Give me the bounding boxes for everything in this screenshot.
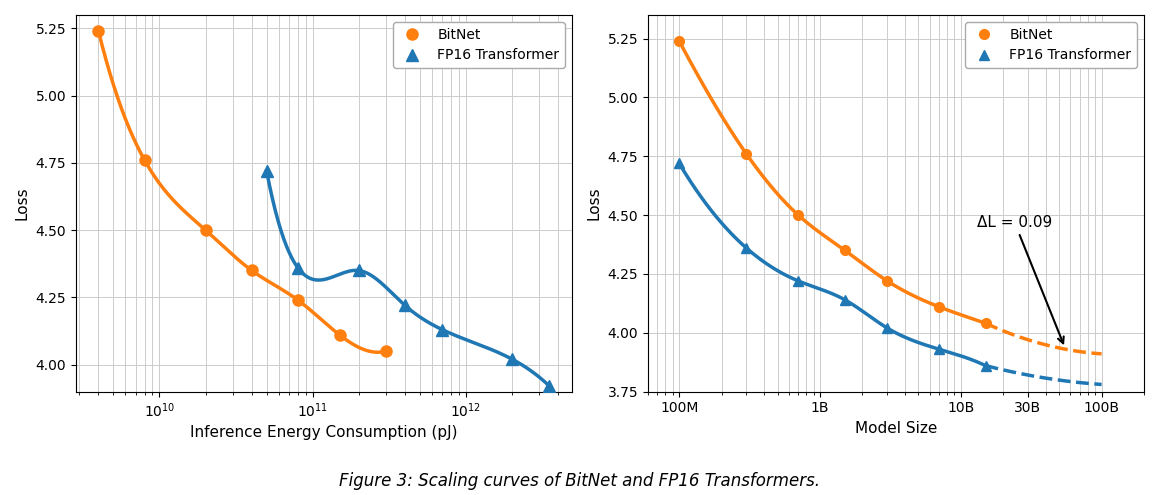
FP16 Transformer xyxy=(542,383,556,389)
FP16 Transformer xyxy=(436,327,450,333)
Line: BitNet: BitNet xyxy=(675,36,991,328)
BitNet xyxy=(138,157,152,163)
BitNet xyxy=(92,28,105,34)
BitNet xyxy=(379,348,393,354)
Line: BitNet: BitNet xyxy=(93,26,392,357)
FP16 Transformer xyxy=(838,297,852,303)
Text: ΔL = 0.09: ΔL = 0.09 xyxy=(977,215,1064,343)
FP16 Transformer xyxy=(932,346,946,352)
FP16 Transformer xyxy=(672,160,686,166)
X-axis label: Model Size: Model Size xyxy=(855,421,938,436)
FP16 Transformer xyxy=(260,168,274,174)
FP16 Transformer xyxy=(505,356,519,362)
FP16 Transformer xyxy=(792,278,806,284)
BitNet xyxy=(739,151,753,157)
BitNet xyxy=(792,212,806,218)
BitNet xyxy=(198,227,212,233)
BitNet xyxy=(838,248,852,253)
BitNet xyxy=(880,278,894,284)
Legend: BitNet, FP16 Transformer: BitNet, FP16 Transformer xyxy=(965,22,1137,68)
BitNet xyxy=(978,320,992,326)
FP16 Transformer xyxy=(739,245,753,251)
BitNet xyxy=(245,267,258,273)
BitNet xyxy=(672,38,686,44)
BitNet xyxy=(932,304,946,310)
Text: Figure 3: Scaling curves of BitNet and FP16 Transformers.: Figure 3: Scaling curves of BitNet and F… xyxy=(338,472,821,490)
FP16 Transformer xyxy=(291,265,305,271)
BitNet xyxy=(333,332,347,338)
FP16 Transformer xyxy=(398,302,411,308)
Line: FP16 Transformer: FP16 Transformer xyxy=(675,158,991,370)
Legend: BitNet, FP16 Transformer: BitNet, FP16 Transformer xyxy=(393,22,566,68)
BitNet xyxy=(291,297,305,303)
Y-axis label: Loss: Loss xyxy=(15,187,30,220)
Line: FP16 Transformer: FP16 Transformer xyxy=(261,165,555,392)
FP16 Transformer xyxy=(352,267,366,273)
X-axis label: Inference Energy Consumption (pJ): Inference Energy Consumption (pJ) xyxy=(190,425,458,441)
FP16 Transformer xyxy=(978,363,992,369)
FP16 Transformer xyxy=(880,325,894,331)
Y-axis label: Loss: Loss xyxy=(586,187,602,220)
